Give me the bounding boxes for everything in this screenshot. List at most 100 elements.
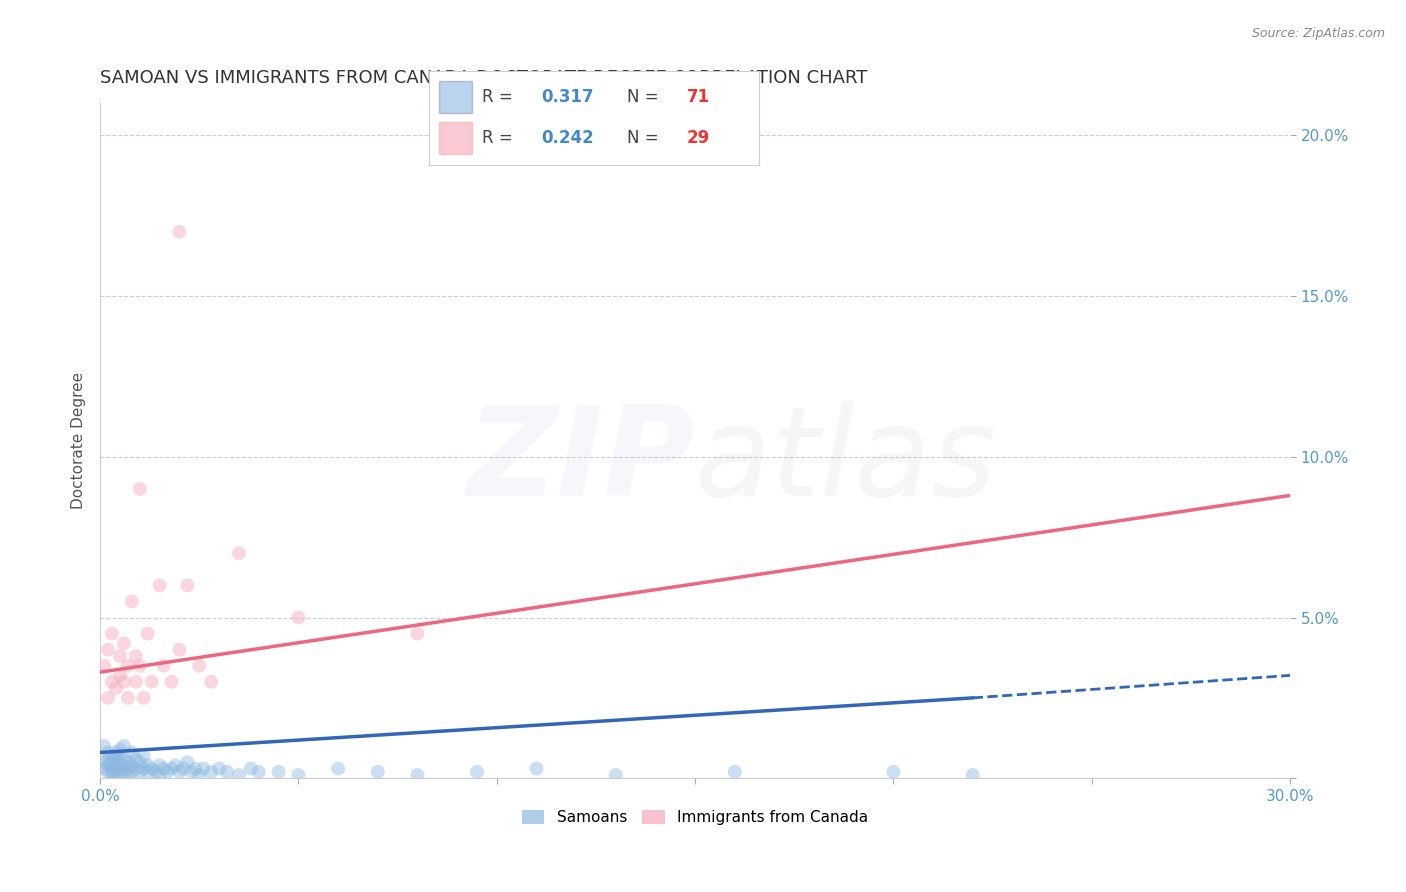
Text: Source: ZipAtlas.com: Source: ZipAtlas.com — [1251, 27, 1385, 40]
Point — [132, 748, 155, 763]
Text: N =: N = — [627, 128, 664, 147]
Point — [125, 752, 148, 766]
Point — [215, 764, 238, 779]
Text: SAMOAN VS IMMIGRANTS FROM CANADA DOCTORATE DEGREE CORRELATION CHART: SAMOAN VS IMMIGRANTS FROM CANADA DOCTORA… — [100, 69, 868, 87]
Point — [101, 674, 124, 689]
Point — [108, 755, 131, 769]
Point — [132, 762, 155, 776]
Point — [101, 755, 124, 769]
Point — [108, 762, 131, 776]
Point — [132, 690, 155, 705]
Bar — [439, 81, 472, 112]
Text: R =: R = — [482, 87, 517, 105]
Point — [108, 668, 131, 682]
Point — [121, 594, 143, 608]
Point — [104, 764, 127, 779]
Point — [176, 578, 198, 592]
Point — [882, 764, 904, 779]
Point — [239, 762, 262, 776]
Point — [101, 626, 124, 640]
Point — [149, 768, 172, 782]
Y-axis label: Doctorate Degree: Doctorate Degree — [72, 372, 86, 509]
Point — [128, 482, 150, 496]
Point — [104, 746, 127, 760]
Point — [136, 758, 159, 772]
Point — [101, 764, 124, 779]
Point — [160, 762, 183, 776]
Point — [97, 758, 120, 772]
Text: 71: 71 — [686, 87, 710, 105]
Point — [160, 674, 183, 689]
Text: R =: R = — [482, 128, 517, 147]
Point — [169, 764, 191, 779]
Point — [128, 764, 150, 779]
Point — [152, 762, 174, 776]
Text: ZIP: ZIP — [467, 401, 695, 522]
Point — [136, 764, 159, 779]
Point — [108, 748, 131, 763]
Point — [152, 658, 174, 673]
Point — [97, 752, 120, 766]
Point — [112, 636, 135, 650]
Point — [141, 674, 163, 689]
Point — [962, 768, 984, 782]
Point — [193, 762, 215, 776]
Point — [287, 610, 309, 624]
Point — [128, 755, 150, 769]
Point — [228, 768, 250, 782]
Point — [169, 225, 191, 239]
Point — [200, 764, 222, 779]
Point — [169, 642, 191, 657]
Point — [97, 746, 120, 760]
Point — [172, 762, 194, 776]
Point — [112, 764, 135, 779]
Point — [117, 755, 139, 769]
Point — [724, 764, 747, 779]
Point — [121, 758, 143, 772]
Point — [149, 758, 172, 772]
Point — [112, 752, 135, 766]
Point — [101, 762, 124, 776]
Point — [97, 764, 120, 779]
Point — [165, 758, 187, 772]
Point — [156, 764, 179, 779]
Point — [93, 739, 115, 753]
Point — [125, 649, 148, 664]
Point — [112, 674, 135, 689]
Point — [367, 764, 389, 779]
Point — [149, 578, 172, 592]
Point — [112, 739, 135, 753]
Point — [200, 674, 222, 689]
Point — [188, 768, 211, 782]
Point — [101, 748, 124, 763]
Point — [117, 658, 139, 673]
Point — [406, 768, 429, 782]
Point — [128, 658, 150, 673]
Point — [287, 768, 309, 782]
Text: atlas: atlas — [695, 401, 997, 522]
Point — [121, 746, 143, 760]
Point — [108, 742, 131, 756]
Text: 0.317: 0.317 — [541, 87, 593, 105]
Point — [97, 642, 120, 657]
Point — [188, 658, 211, 673]
Point — [117, 762, 139, 776]
Point — [228, 546, 250, 560]
Point — [247, 764, 270, 779]
Point — [465, 764, 488, 779]
Point — [101, 768, 124, 782]
Bar — [439, 122, 472, 153]
Point — [125, 762, 148, 776]
Point — [125, 674, 148, 689]
Point — [104, 758, 127, 772]
Point — [117, 690, 139, 705]
Point — [176, 755, 198, 769]
Point — [104, 681, 127, 696]
Point — [112, 758, 135, 772]
Point — [93, 658, 115, 673]
Text: N =: N = — [627, 87, 664, 105]
Point — [406, 626, 429, 640]
Point — [108, 649, 131, 664]
Point — [326, 762, 349, 776]
Text: 29: 29 — [686, 128, 710, 147]
